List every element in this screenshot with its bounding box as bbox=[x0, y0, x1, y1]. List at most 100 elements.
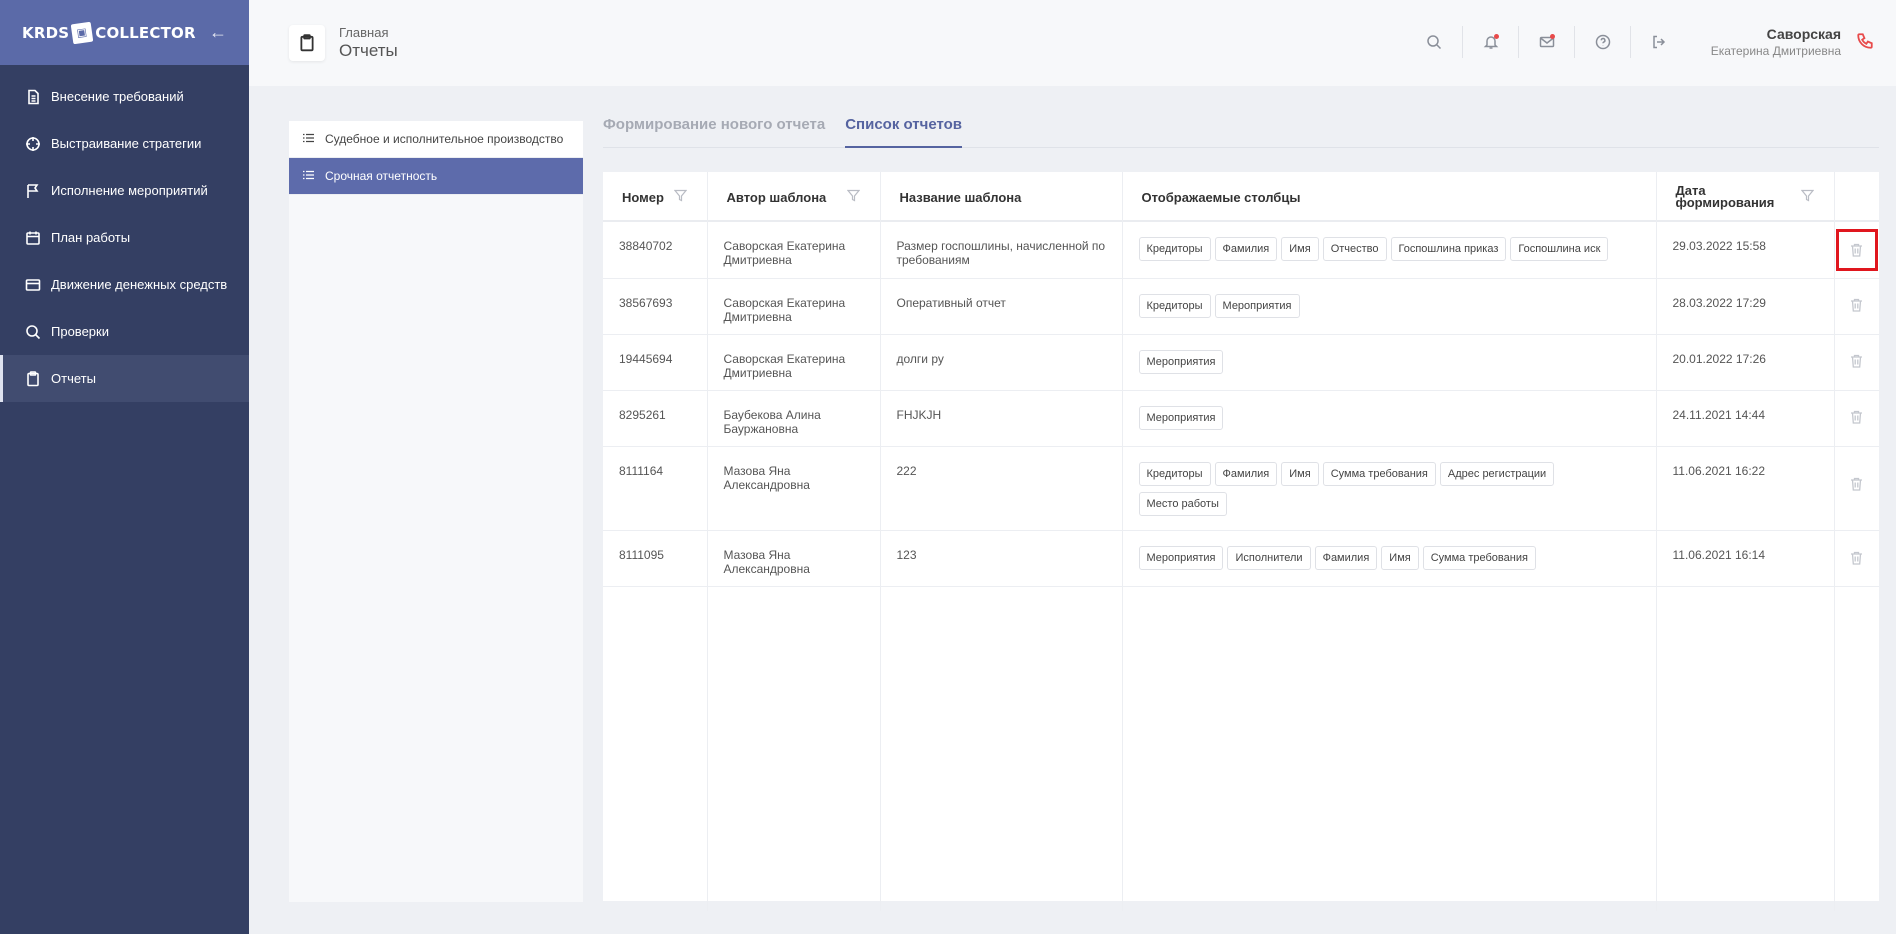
sidebar-item-label: Внесение требований bbox=[51, 89, 184, 104]
table-row[interactable]: 8111095 Мазова Яна Александровна 123 Меропр… bbox=[603, 530, 1880, 587]
search-icon bbox=[24, 323, 42, 341]
category-urgent-reporting[interactable]: Срочная отчетность bbox=[289, 158, 583, 195]
column-header-actions bbox=[1834, 172, 1879, 222]
column-chip: Фамилия bbox=[1214, 461, 1278, 486]
sidebar-item-cash-flow[interactable]: Движение денежных средств bbox=[0, 261, 249, 308]
cell-number: 38567693 bbox=[603, 278, 708, 335]
trash-icon bbox=[1851, 410, 1863, 424]
report-category-panel: Судебное и исполнительное производство С… bbox=[289, 121, 583, 902]
sidebar-item-requirements[interactable]: Внесение требований bbox=[0, 73, 249, 120]
header-label: Автор шаблона bbox=[726, 189, 827, 205]
message-dot bbox=[1550, 34, 1555, 39]
notifications-button[interactable] bbox=[1462, 26, 1518, 58]
help-button[interactable] bbox=[1574, 26, 1630, 58]
cell-date: 29.03.2022 15:58 bbox=[1656, 222, 1835, 279]
cell-actions bbox=[1834, 278, 1880, 335]
column-chip: Место работы bbox=[1138, 491, 1227, 516]
column-chip: Сумма требования bbox=[1422, 545, 1536, 570]
tab-new-report[interactable]: Формирование нового отчета bbox=[603, 116, 826, 133]
table-row[interactable]: 8295261 Баубекова Алина Бауржановна FHJKJH… bbox=[603, 390, 1880, 447]
delete-report-button[interactable] bbox=[1835, 279, 1880, 332]
header-label: Дата формирования bbox=[1675, 183, 1775, 210]
sidebar-item-label: Движение денежных средств bbox=[51, 277, 228, 292]
cell-actions bbox=[1834, 222, 1879, 279]
trash-icon bbox=[1851, 298, 1863, 312]
sidebar-item-strategy[interactable]: Выстраивание стратегии bbox=[0, 120, 249, 167]
cell-template-name: долги ру bbox=[880, 334, 1123, 391]
logo-text-right: COLLECTOR bbox=[95, 23, 196, 42]
cell-date: 28.03.2022 17:29 bbox=[1656, 278, 1835, 335]
user-full-name: Екатерина Дмитриевна bbox=[1710, 44, 1841, 58]
filter-icon[interactable] bbox=[673, 189, 687, 205]
sidebar-item-reports[interactable]: Отчеты bbox=[0, 355, 249, 402]
cell-author: Мазова Яна Александровна bbox=[707, 530, 881, 587]
cell-actions bbox=[1834, 446, 1880, 531]
cell-date: 20.01.2022 17:26 bbox=[1656, 334, 1835, 391]
category-court-proceedings[interactable]: Судебное и исполнительное производство bbox=[289, 121, 583, 158]
list-icon bbox=[303, 169, 314, 183]
column-chip: Госпошлина иск bbox=[1510, 237, 1609, 261]
breadcrumb: Главная Отчеты bbox=[339, 25, 398, 61]
user-info[interactable]: Саворская Екатерина Дмитриевна bbox=[1711, 26, 1841, 58]
bell-icon bbox=[1483, 36, 1498, 49]
phone-icon[interactable] bbox=[1856, 32, 1874, 53]
flag-icon bbox=[24, 182, 42, 200]
column-header-displayed-columns: Отображаемые столбцы bbox=[1122, 172, 1657, 222]
table-header-row: Номер Автор шаблона Название шаблона Ото… bbox=[603, 172, 1879, 222]
logout-button[interactable] bbox=[1630, 26, 1686, 58]
header-label: Название шаблона bbox=[899, 189, 1022, 205]
messages-button[interactable] bbox=[1518, 26, 1574, 58]
header-search-button[interactable] bbox=[1406, 26, 1462, 58]
collapse-sidebar-arrow-icon[interactable]: ← bbox=[209, 22, 227, 42]
cell-author: Баубекова Алина Бауржановна bbox=[707, 390, 881, 447]
cell-number: 8111164 bbox=[603, 446, 708, 531]
sidebar-item-checks[interactable]: Проверки bbox=[0, 308, 249, 355]
delete-report-button[interactable] bbox=[1835, 531, 1880, 585]
cell-actions bbox=[1834, 334, 1880, 391]
column-chip: Фамилия bbox=[1314, 545, 1378, 570]
breadcrumb-home-link[interactable]: Главная bbox=[339, 25, 389, 40]
sidebar-item-label: Проверки bbox=[51, 324, 109, 339]
search-icon bbox=[1427, 35, 1442, 50]
app-logo[interactable]: KRDS ▣ COLLECTOR bbox=[22, 21, 196, 44]
trash-icon bbox=[1851, 243, 1863, 257]
cell-number: 19445694 bbox=[603, 334, 708, 391]
sidebar-item-activities[interactable]: Исполнение мероприятий bbox=[0, 167, 249, 214]
tab-report-list[interactable]: Список отчетов bbox=[845, 116, 963, 148]
table-row[interactable]: 8111164 Мазова Яна Александровна 222 Кредит… bbox=[603, 446, 1880, 531]
cell-date: 24.11.2021 14:44 bbox=[1656, 390, 1835, 447]
cell-template-name: Размер госпошлины, начисленной по требов… bbox=[880, 222, 1123, 279]
delete-report-button[interactable] bbox=[1835, 335, 1880, 388]
trash-icon bbox=[1851, 477, 1863, 491]
header-label: Отображаемые столбцы bbox=[1141, 189, 1301, 205]
sidebar-item-label: План работы bbox=[51, 230, 131, 245]
mail-icon bbox=[1539, 36, 1554, 48]
trash-icon bbox=[1851, 354, 1863, 368]
target-icon bbox=[24, 135, 42, 153]
empty-cell bbox=[880, 586, 1123, 911]
document-icon bbox=[24, 88, 42, 106]
table-row[interactable]: 38840702 Саворская Екатерина Дмитриевна Ра… bbox=[603, 222, 1879, 279]
table-row[interactable]: 19445694 Саворская Екатерина Дмитриевна до… bbox=[603, 334, 1880, 391]
table-row[interactable]: 38567693 Саворская Екатерина Дмитриевна Оп… bbox=[603, 278, 1880, 335]
cell-number: 38840702 bbox=[603, 222, 708, 279]
column-chip: Мероприятия bbox=[1214, 293, 1300, 318]
cell-author: Саворская Екатерина Дмитриевна bbox=[707, 278, 881, 335]
column-chip: Фамилия bbox=[1214, 237, 1278, 261]
delete-report-button[interactable] bbox=[1835, 391, 1880, 444]
sidebar-item-work-plan[interactable]: План работы bbox=[0, 214, 249, 261]
column-header-template-name: Название шаблона bbox=[880, 172, 1123, 222]
clipboard-icon bbox=[24, 370, 42, 388]
filter-icon[interactable] bbox=[1800, 189, 1814, 204]
logo-cube-icon: ▣ bbox=[70, 21, 94, 44]
reports-table-container: Номер Автор шаблона Название шаблона Ото… bbox=[603, 172, 1880, 911]
cell-displayed-columns: Мероприятия bbox=[1122, 390, 1657, 447]
delete-report-button[interactable] bbox=[1835, 447, 1880, 522]
cell-template-name: 222 bbox=[880, 446, 1123, 531]
delete-report-button[interactable] bbox=[1835, 229, 1878, 271]
empty-cell bbox=[603, 586, 708, 911]
logo-bar: KRDS ▣ COLLECTOR ← bbox=[0, 0, 249, 65]
cell-template-name: 123 bbox=[880, 530, 1123, 587]
filter-icon[interactable] bbox=[846, 189, 860, 205]
column-chip: Мероприятия bbox=[1138, 545, 1224, 570]
